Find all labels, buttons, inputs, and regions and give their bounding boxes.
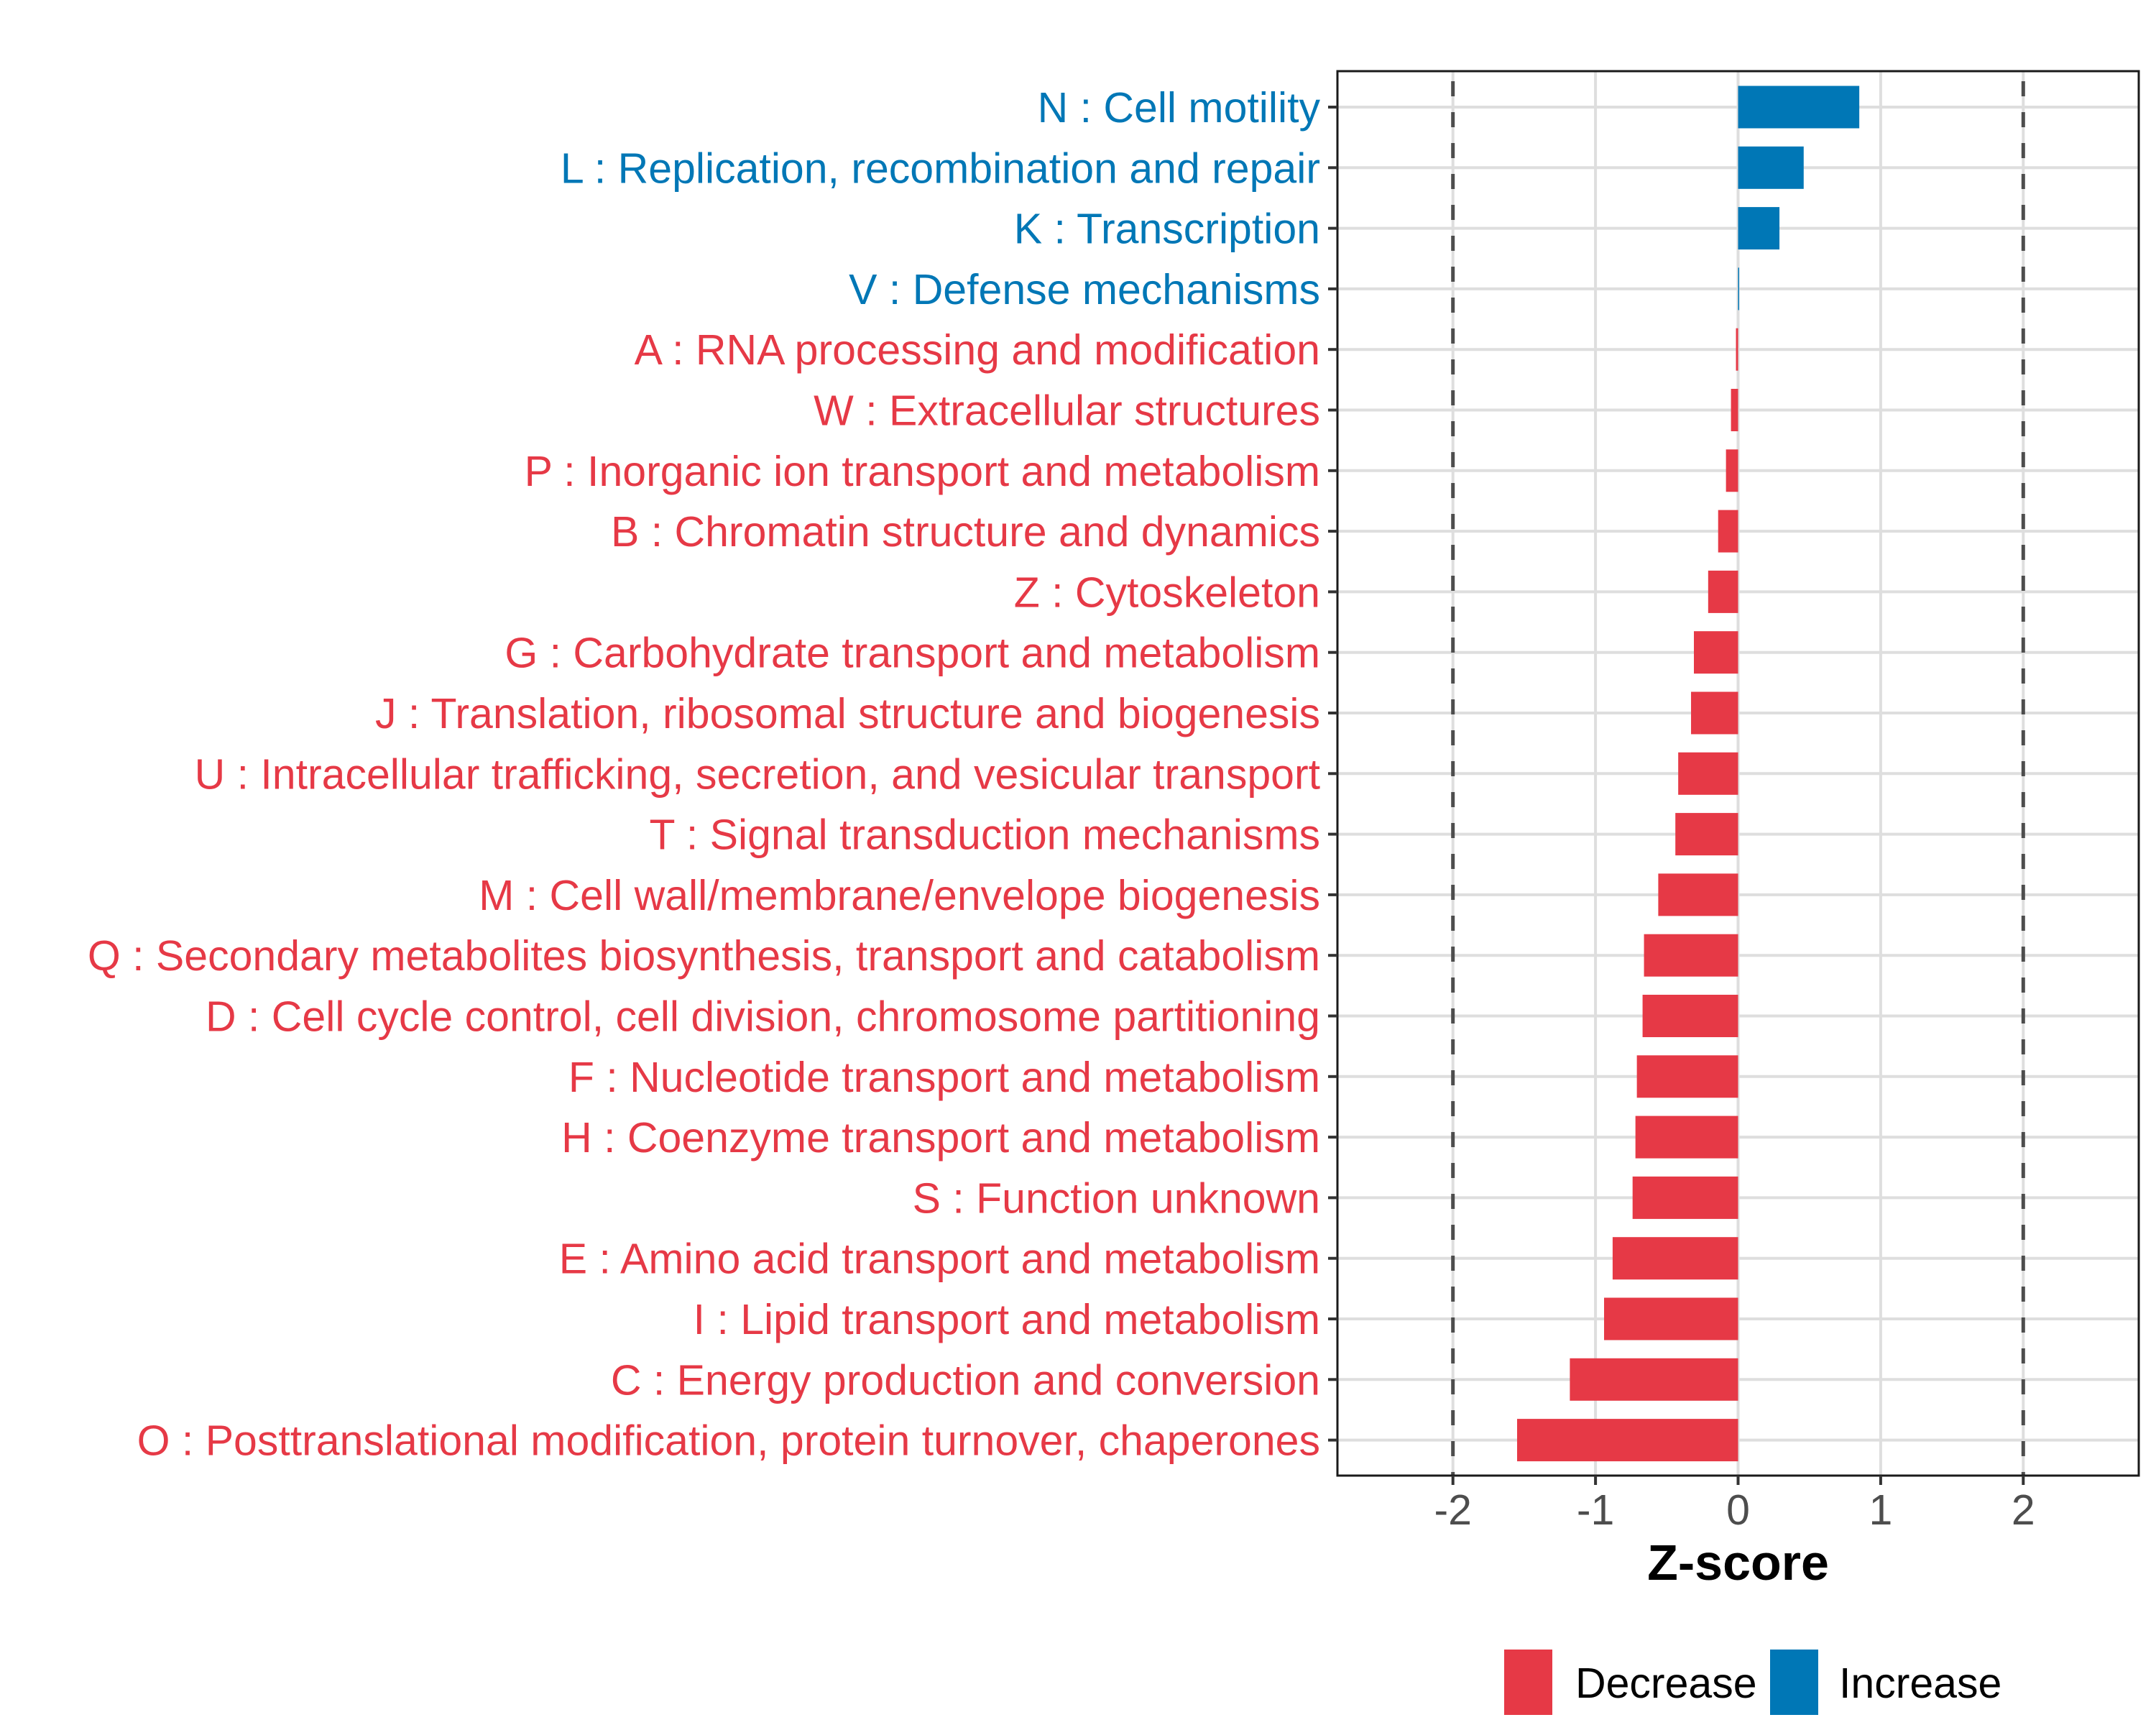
legend-key-decrease bbox=[1504, 1650, 1552, 1715]
legend-key-increase bbox=[1770, 1650, 1818, 1715]
y-tick-label: O : Posttranslational modification, prot… bbox=[137, 1417, 1320, 1465]
y-tick-label: E : Amino acid transport and metabolism bbox=[559, 1236, 1320, 1283]
x-tick-label: -2 bbox=[1434, 1486, 1471, 1534]
bar-d bbox=[1642, 995, 1738, 1037]
y-tick-label: W : Extracellular structures bbox=[814, 387, 1320, 435]
bar-n bbox=[1738, 86, 1860, 129]
y-tick-label: I : Lipid transport and metabolism bbox=[694, 1296, 1320, 1343]
y-tick-label: T : Signal transduction mechanisms bbox=[649, 811, 1320, 859]
bar-w bbox=[1731, 389, 1738, 431]
bar-l bbox=[1738, 146, 1804, 189]
y-tick-label: F : Nucleotide transport and metabolism bbox=[568, 1054, 1320, 1101]
bar-p bbox=[1726, 449, 1738, 492]
x-tick-label: 1 bbox=[1869, 1486, 1892, 1534]
y-tick-label: A : RNA processing and modification bbox=[635, 326, 1320, 374]
y-tick-label: K : Transcription bbox=[1014, 206, 1320, 253]
y-tick-label: D : Cell cycle control, cell division, c… bbox=[206, 993, 1320, 1041]
y-tick-label: Z : Cytoskeleton bbox=[1014, 569, 1320, 616]
bar-k bbox=[1738, 207, 1780, 250]
reference-lines bbox=[1451, 71, 2025, 1476]
y-tick-label: L : Replication, recombination and repai… bbox=[561, 144, 1320, 192]
y-tick-label: J : Translation, ribosomal structure and… bbox=[375, 690, 1320, 737]
bar-g bbox=[1693, 631, 1738, 674]
y-tick-label: C : Energy production and conversion bbox=[611, 1356, 1320, 1404]
x-tick-label: 0 bbox=[1726, 1486, 1750, 1534]
bar-t bbox=[1675, 813, 1738, 856]
bar-u bbox=[1678, 752, 1738, 795]
legend: Decrease Increase bbox=[1504, 1650, 2001, 1715]
y-tick-label: G : Carbohydrate transport and metabolis… bbox=[505, 630, 1320, 677]
legend-label-decrease: Decrease bbox=[1575, 1660, 1757, 1707]
bar-s bbox=[1632, 1176, 1738, 1219]
x-axis: -2 -1 0 1 2 bbox=[1434, 1476, 2035, 1534]
y-tick-label: V : Defense mechanisms bbox=[849, 266, 1320, 313]
x-tick-label: 2 bbox=[2012, 1486, 2035, 1534]
legend-label-increase: Increase bbox=[1839, 1660, 2001, 1707]
bar-m bbox=[1658, 873, 1738, 916]
x-tick-label: -1 bbox=[1577, 1486, 1614, 1534]
bar-a bbox=[1736, 328, 1738, 371]
bar-b bbox=[1718, 510, 1738, 553]
bar-j bbox=[1691, 691, 1738, 735]
bar-v bbox=[1738, 267, 1739, 310]
y-tick-label: U : Intracellular trafficking, secretion… bbox=[195, 750, 1320, 798]
bar-c bbox=[1570, 1358, 1738, 1401]
bar-o bbox=[1516, 1419, 1738, 1462]
y-tick-label: S : Function unknown bbox=[913, 1174, 1320, 1222]
bar-i bbox=[1604, 1297, 1738, 1340]
bar-f bbox=[1636, 1055, 1738, 1098]
y-tick-label: P : Inorganic ion transport and metaboli… bbox=[525, 448, 1320, 495]
bar-z bbox=[1708, 570, 1738, 613]
y-tick-label: M : Cell wall/membrane/envelope biogenes… bbox=[479, 872, 1320, 919]
plot-panel bbox=[1336, 70, 2140, 1477]
y-tick-label: Q : Secondary metabolites biosynthesis, … bbox=[88, 932, 1320, 980]
y-axis: N : Cell motility L : Replication, recomb… bbox=[88, 84, 1337, 1465]
bars bbox=[1516, 86, 1860, 1462]
y-tick-label: B : Chromatin structure and dynamics bbox=[611, 508, 1320, 556]
bar-q bbox=[1644, 934, 1738, 977]
bar-h bbox=[1635, 1116, 1738, 1159]
y-tick-label: N : Cell motility bbox=[1038, 84, 1321, 132]
y-tick-label: H : Coenzyme transport and metabolism bbox=[561, 1114, 1320, 1162]
bar-e bbox=[1612, 1237, 1738, 1280]
x-axis-title: Z-score bbox=[1647, 1535, 1829, 1591]
